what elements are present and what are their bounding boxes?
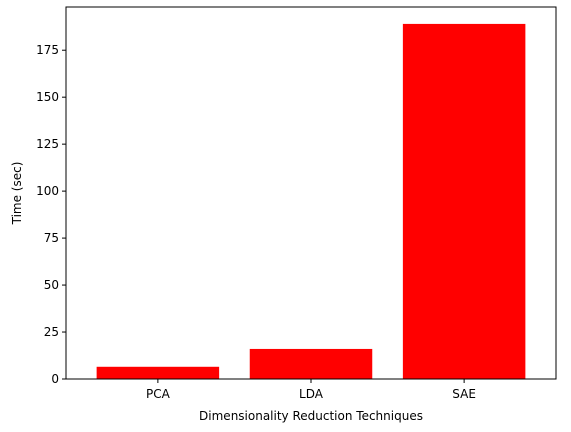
y-tick-label: 175	[36, 43, 59, 57]
x-tick-label: LDA	[299, 387, 324, 401]
y-tick-label: 50	[44, 278, 59, 292]
y-tick-label: 125	[36, 137, 59, 151]
y-tick-label: 75	[44, 231, 59, 245]
bar-lda	[249, 348, 373, 379]
bar-pca	[96, 366, 220, 379]
y-tick-label: 0	[51, 372, 59, 386]
y-tick-label: 25	[44, 325, 59, 339]
x-axis-label: Dimensionality Reduction Techniques	[199, 409, 423, 423]
bar-sae	[402, 23, 526, 380]
x-axis-ticks: PCA LDA SAE	[146, 379, 476, 401]
y-axis-label: Time (sec)	[10, 162, 24, 226]
y-tick-label: 150	[36, 90, 59, 104]
x-tick-label: SAE	[452, 387, 476, 401]
bars-group	[96, 23, 526, 380]
y-axis-ticks: 0 25 50 75 100 125 150 175	[36, 43, 66, 386]
x-tick-label: PCA	[146, 387, 171, 401]
y-tick-label: 100	[36, 184, 59, 198]
